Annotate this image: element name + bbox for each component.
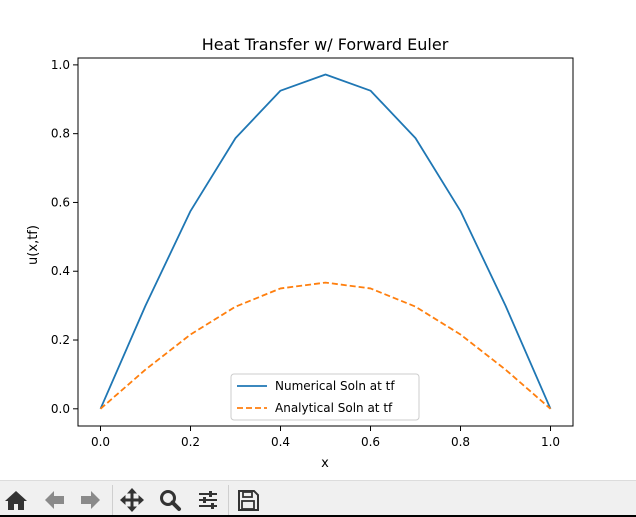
y-tick-label: 0.6 [51, 195, 70, 209]
series-line-0 [99, 73, 552, 410]
figure: Heat Transfer w/ Forward Euler 0.0 0.2 0.4… [26, 35, 574, 471]
forward-button[interactable] [75, 485, 107, 515]
toolbar-separator [112, 485, 113, 515]
back-button[interactable] [38, 485, 70, 515]
arrow-right-icon [81, 491, 100, 509]
arrow-left-icon [45, 491, 64, 509]
toolbar-separator [228, 485, 229, 515]
save-button[interactable] [232, 485, 264, 515]
y-tick-label: 0.8 [51, 127, 70, 141]
sliders-icon [199, 491, 217, 509]
x-tick-label: 0.0 [91, 435, 110, 449]
magnifier-icon [160, 490, 181, 511]
home-button[interactable] [0, 485, 32, 515]
move-icon [120, 488, 144, 512]
plot-area[interactable]: 0.0 0.2 0.4 0.6 0.8 1.0 0.0 0.2 0.4 0.6 0.8 1.0 [51, 57, 574, 449]
x-tick-label: 0.4 [271, 435, 290, 449]
x-tick-label: 0.8 [451, 435, 470, 449]
home-icon [5, 491, 27, 510]
y-tick-label: 1.0 [51, 58, 70, 72]
configure-subplots-button[interactable] [192, 485, 224, 515]
chart-title: Heat Transfer w/ Forward Euler [202, 35, 449, 54]
floppy-icon [238, 490, 259, 511]
zoom-button[interactable] [154, 485, 186, 515]
y-axis-label: u(x,tf) [26, 225, 41, 265]
legend-label-0: Numerical Soln at tf [275, 379, 395, 393]
navigation-toolbar [0, 480, 636, 517]
legend-box [230, 373, 420, 421]
x-axis-label: x [321, 456, 329, 471]
x-tick-label: 1.0 [541, 435, 560, 449]
axes-frame [77, 57, 574, 427]
line-chart: Heat Transfer w/ Forward Euler 0.0 0.2 0.4… [26, 35, 574, 471]
legend: Numerical Soln at tf Analytical Soln at t… [230, 373, 420, 421]
y-tick-label: 0.2 [51, 333, 70, 347]
x-tick-label: 0.2 [181, 435, 200, 449]
legend-label-1: Analytical Soln at tf [275, 401, 393, 415]
series-line-1 [99, 281, 552, 410]
x-tick-label: 0.6 [361, 435, 380, 449]
pan-button[interactable] [116, 485, 148, 515]
y-tick-label: 0.4 [51, 264, 70, 278]
window-bottom-edge [0, 515, 636, 517]
y-tick-label: 0.0 [51, 402, 70, 416]
